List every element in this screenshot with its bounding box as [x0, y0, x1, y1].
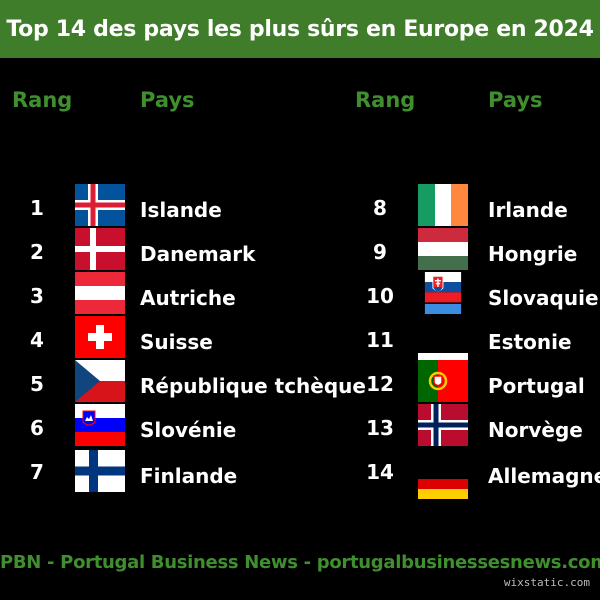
czech-republic-flag-icon	[75, 360, 125, 402]
country-name: Slovaquie	[488, 286, 599, 310]
country-name: Irlande	[488, 198, 568, 222]
denmark-flag-icon	[75, 228, 125, 270]
rank-number: 12	[366, 372, 394, 396]
switzerland-flag-icon	[75, 316, 125, 358]
country-name: Autriche	[140, 286, 236, 310]
country-name: Allemagne	[488, 464, 600, 488]
rank-number: 9	[373, 240, 387, 264]
slovenia-flag-icon	[75, 404, 125, 446]
rank-number: 2	[30, 240, 44, 264]
germany-flag-icon	[418, 469, 468, 499]
country-name: Islande	[140, 198, 222, 222]
country-name: Suisse	[140, 330, 213, 354]
slovakia-flag-icon	[424, 272, 462, 314]
rank-number: 4	[30, 328, 44, 352]
rank-number: 13	[366, 416, 394, 440]
rank-number: 10	[366, 284, 394, 308]
rank-header-right: Rang	[355, 88, 416, 112]
iceland-flag-icon	[75, 184, 125, 226]
rank-number: 5	[30, 372, 44, 396]
rank-number: 1	[30, 196, 44, 220]
rank-number: 11	[366, 328, 394, 352]
country-header-right: Pays	[488, 88, 543, 112]
portugal-flag-icon	[418, 360, 468, 402]
ireland-flag-icon	[418, 184, 468, 226]
country-name: République tchèque	[140, 374, 366, 398]
hungary-flag-icon	[418, 228, 468, 270]
rank-number: 3	[30, 284, 44, 308]
rank-number: 7	[30, 460, 44, 484]
country-name: Danemark	[140, 242, 256, 266]
austria-flag-icon	[75, 272, 125, 314]
footer-credit: PBN - Portugal Business News - portugalb…	[0, 552, 600, 573]
country-header-left: Pays	[140, 88, 195, 112]
country-name: Norvège	[488, 418, 583, 442]
rank-number: 8	[373, 196, 387, 220]
country-name: Estonie	[488, 330, 572, 354]
country-name: Slovénie	[140, 418, 237, 442]
country-name: Finlande	[140, 464, 238, 488]
rank-number: 14	[366, 460, 394, 484]
page-title: Top 14 des pays les plus sûrs en Europe …	[6, 16, 594, 42]
rank-header-left: Rang	[12, 88, 73, 112]
rank-number: 6	[30, 416, 44, 440]
title-bar: Top 14 des pays les plus sûrs en Europe …	[0, 0, 600, 58]
finland-flag-icon	[75, 450, 125, 492]
country-name: Portugal	[488, 374, 585, 398]
norway-flag-icon	[418, 404, 468, 446]
watermark: wixstatic.com	[503, 576, 590, 589]
country-name: Hongrie	[488, 242, 578, 266]
